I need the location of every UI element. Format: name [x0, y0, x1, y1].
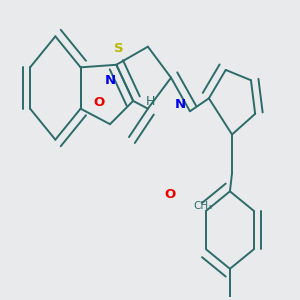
- Text: O: O: [164, 188, 175, 201]
- Text: CH₃: CH₃: [193, 201, 212, 211]
- Text: N: N: [175, 98, 186, 111]
- Text: S: S: [114, 42, 124, 55]
- Text: N: N: [105, 74, 116, 87]
- Text: O: O: [94, 96, 105, 110]
- Text: H: H: [145, 95, 155, 108]
